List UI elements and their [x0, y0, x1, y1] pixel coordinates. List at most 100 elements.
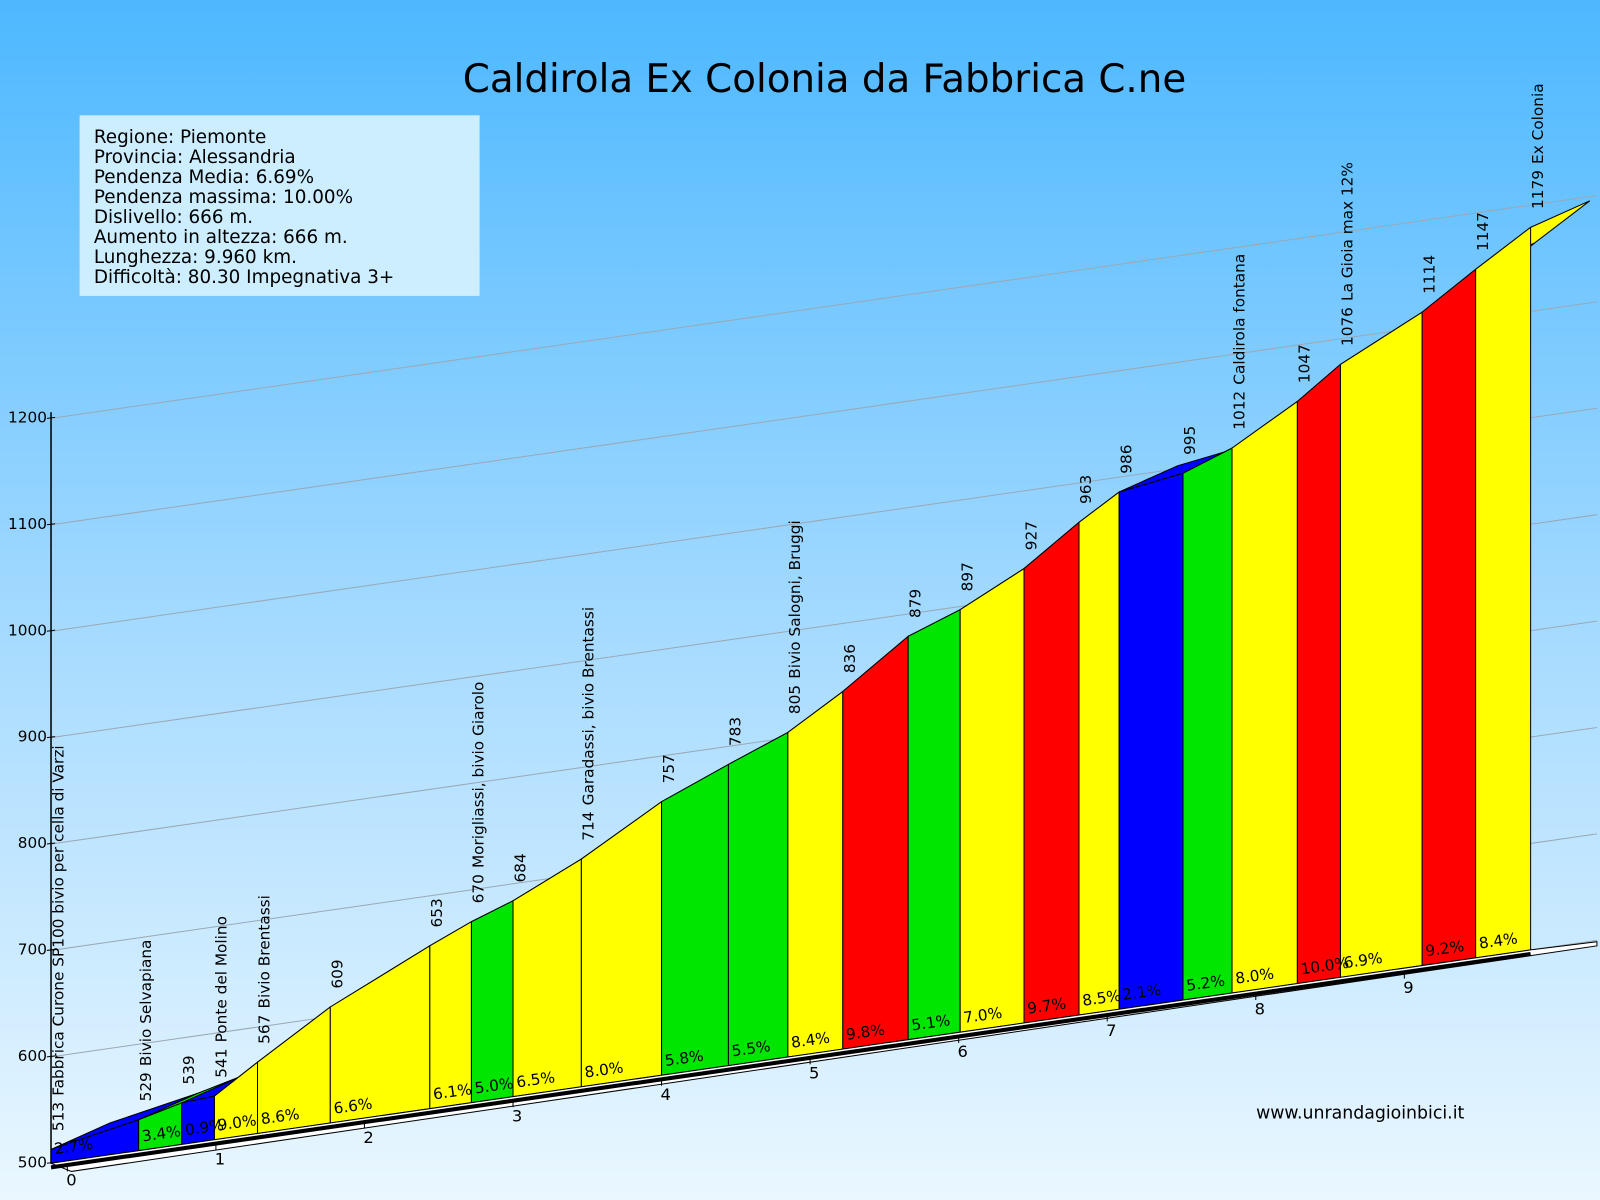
point-label: 567 Bivio Brentassi — [256, 895, 274, 1044]
gradient-label: 8.5% — [1081, 987, 1122, 1010]
point-label: 513 Fabbrica Curone SP100 bivio per cella… — [49, 745, 67, 1131]
gradient-label: 6.9% — [1343, 949, 1384, 972]
point-label: 963 — [1077, 475, 1095, 504]
point-elevation: 1012 — [1230, 391, 1248, 430]
grid-line — [50, 301, 1598, 526]
point-elevation: 986 — [1117, 445, 1135, 474]
info-line: Difficoltà: 80.30 Impegnativa 3+ — [94, 267, 394, 288]
point-elevation: 684 — [511, 853, 529, 882]
x-tick-label: 2 — [363, 1128, 373, 1147]
y-tick-label: 1100 — [8, 515, 47, 533]
y-tick-label: 1000 — [8, 621, 47, 639]
info-line: Lunghezza: 9.960 km. — [94, 247, 297, 268]
point-label: 1147 — [1474, 212, 1492, 251]
gradient-label: 6.1% — [432, 1080, 473, 1103]
info-box — [79, 115, 480, 296]
gradient-label: 7.0% — [962, 1004, 1003, 1027]
gradient-label: 9.8% — [845, 1021, 886, 1044]
segment-face — [787, 690, 844, 1058]
segment-face — [1023, 521, 1080, 1024]
point-elevation: 513 — [49, 1102, 67, 1131]
gradient-label: 2.1% — [1121, 981, 1162, 1004]
point-label: 1114 — [1420, 255, 1438, 294]
gradient-label: 5.0% — [474, 1074, 515, 1097]
x-tick-label: 6 — [958, 1042, 968, 1061]
point-elevation: 1114 — [1420, 255, 1438, 294]
gradient-label: 9.2% — [1424, 937, 1465, 960]
point-label: 986 — [1117, 445, 1135, 474]
point-elevation: 897 — [958, 562, 976, 591]
point-label: 1012 Caldirola fontana — [1230, 254, 1248, 430]
gradient-label: 9.7% — [1026, 994, 1067, 1017]
watermark: www.unrandagioinbici.it — [1256, 1103, 1464, 1123]
point-name: La Gioia max 12% — [1339, 162, 1357, 301]
point-name: Bivio Salogni, Bruggi — [786, 520, 804, 679]
x-tick-label: 3 — [512, 1106, 522, 1125]
point-label: 529 Bivio Selvapiana — [137, 940, 155, 1102]
point-elevation: 529 — [137, 1072, 155, 1101]
y-tick-label: 700 — [18, 941, 47, 959]
point-name: Morigliassi, bivio Giarolo — [470, 682, 488, 868]
point-elevation: 670 — [470, 874, 488, 903]
gradient-label: 6.6% — [332, 1095, 373, 1118]
point-label: 1076 La Gioia max 12% — [1339, 162, 1357, 346]
y-tick-label: 1200 — [8, 408, 47, 426]
x-axis — [50, 951, 1531, 1170]
point-label: 897 — [958, 562, 976, 591]
segment-face — [1078, 491, 1120, 1016]
segment-face — [727, 731, 789, 1067]
point-elevation: 757 — [660, 754, 678, 783]
x-tick-label: 0 — [66, 1171, 76, 1190]
point-label: 836 — [841, 644, 859, 673]
point-elevation: 1147 — [1474, 212, 1492, 251]
segment-face — [1421, 268, 1477, 967]
point-label: 714 Garadassi, bivio Brentassi — [580, 607, 598, 841]
segment-face — [1339, 311, 1423, 978]
point-elevation: 805 — [786, 685, 804, 714]
segment-face — [1296, 363, 1341, 985]
point-label: 995 — [1181, 426, 1199, 455]
x-tick-label: 4 — [660, 1085, 670, 1104]
segment-face — [959, 567, 1025, 1033]
point-name: Caldirola fontana — [1230, 254, 1248, 385]
segment-face — [661, 763, 729, 1076]
y-tick-label: 500 — [18, 1153, 47, 1171]
gradient-label: 8.0% — [583, 1058, 624, 1081]
point-elevation: 879 — [906, 589, 924, 618]
point-name: Bivio Brentassi — [256, 895, 274, 1008]
x-tick-label: 9 — [1403, 978, 1413, 997]
info-line: Pendenza massima: 10.00% — [94, 187, 353, 208]
gradient-label: 5.5% — [731, 1037, 772, 1060]
gradient-label: 5.8% — [664, 1047, 705, 1070]
point-label: 539 — [180, 1055, 198, 1084]
point-elevation: 963 — [1077, 475, 1095, 504]
point-name: Garadassi, bivio Brentassi — [580, 607, 598, 806]
point-label: 653 — [428, 898, 446, 927]
y-tick-label: 900 — [18, 728, 47, 746]
point-elevation: 995 — [1181, 426, 1199, 455]
point-elevation: 1076 — [1339, 307, 1357, 346]
gradient-label: 5.2% — [1185, 972, 1226, 995]
point-label: 609 — [329, 959, 347, 988]
point-elevation: 783 — [727, 717, 745, 746]
point-elevation: 836 — [841, 644, 859, 673]
gradient-label: 3.4% — [141, 1122, 182, 1145]
segment-face — [470, 900, 514, 1104]
y-tick-label: 600 — [18, 1047, 47, 1065]
point-name: Ex Colonia — [1529, 83, 1547, 164]
gradient-label: 8.4% — [790, 1029, 831, 1052]
chart-title: Caldirola Ex Colonia da Fabbrica C.ne — [463, 57, 1186, 102]
x-tick-label: 5 — [809, 1064, 819, 1083]
x-tick-label: 7 — [1106, 1021, 1116, 1040]
point-elevation: 539 — [180, 1055, 198, 1084]
segment-face — [512, 858, 582, 1098]
point-label: 805 Bivio Salogni, Bruggi — [786, 520, 804, 714]
info-line: Provincia: Alessandria — [94, 147, 296, 168]
labels: 2.7% 3.4% 0.9%9.0% 8.6% 6.6% 6.1% 5.0% 6.5% 8.0%… — [49, 83, 1598, 1190]
point-label: 684 — [511, 853, 529, 882]
gradient-label: 5.1% — [910, 1011, 951, 1034]
point-elevation: 653 — [428, 898, 446, 927]
gradient-label: 8.0% — [1234, 965, 1275, 988]
gradient-label: 8.4% — [1478, 929, 1519, 952]
